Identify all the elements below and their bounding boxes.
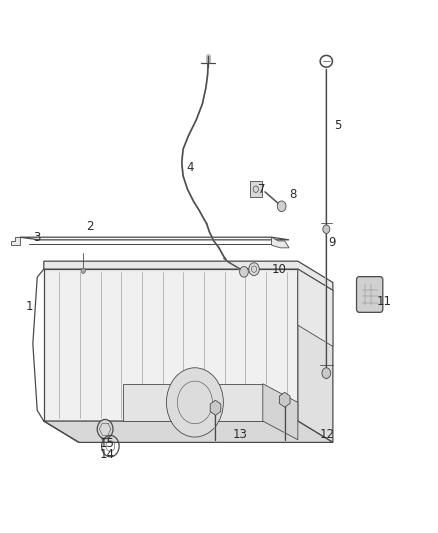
Text: 7: 7 bbox=[258, 183, 266, 196]
Polygon shape bbox=[44, 261, 333, 290]
Text: 1: 1 bbox=[26, 300, 34, 313]
Text: 9: 9 bbox=[328, 236, 336, 249]
Text: 10: 10 bbox=[272, 263, 287, 276]
Circle shape bbox=[323, 225, 330, 233]
Polygon shape bbox=[298, 269, 333, 346]
Text: 5: 5 bbox=[335, 119, 342, 132]
Text: 14: 14 bbox=[100, 448, 115, 461]
Circle shape bbox=[322, 368, 331, 378]
Polygon shape bbox=[272, 237, 289, 248]
Circle shape bbox=[240, 266, 248, 277]
Text: 15: 15 bbox=[100, 437, 115, 450]
FancyBboxPatch shape bbox=[250, 181, 262, 197]
Text: 12: 12 bbox=[320, 428, 335, 441]
Text: 4: 4 bbox=[187, 161, 194, 174]
Text: 3: 3 bbox=[34, 231, 41, 244]
Text: 8: 8 bbox=[289, 188, 296, 201]
Circle shape bbox=[249, 263, 259, 276]
Polygon shape bbox=[298, 269, 333, 442]
Circle shape bbox=[97, 419, 113, 439]
Polygon shape bbox=[123, 384, 263, 421]
FancyBboxPatch shape bbox=[357, 277, 383, 312]
Text: 13: 13 bbox=[233, 428, 247, 441]
Circle shape bbox=[277, 201, 286, 212]
Polygon shape bbox=[44, 421, 333, 442]
Polygon shape bbox=[44, 269, 298, 421]
Polygon shape bbox=[20, 237, 289, 240]
Text: 2: 2 bbox=[86, 220, 94, 233]
Circle shape bbox=[81, 268, 85, 273]
Circle shape bbox=[166, 368, 223, 437]
Polygon shape bbox=[263, 384, 298, 440]
Polygon shape bbox=[11, 237, 20, 245]
Text: 11: 11 bbox=[377, 295, 392, 308]
